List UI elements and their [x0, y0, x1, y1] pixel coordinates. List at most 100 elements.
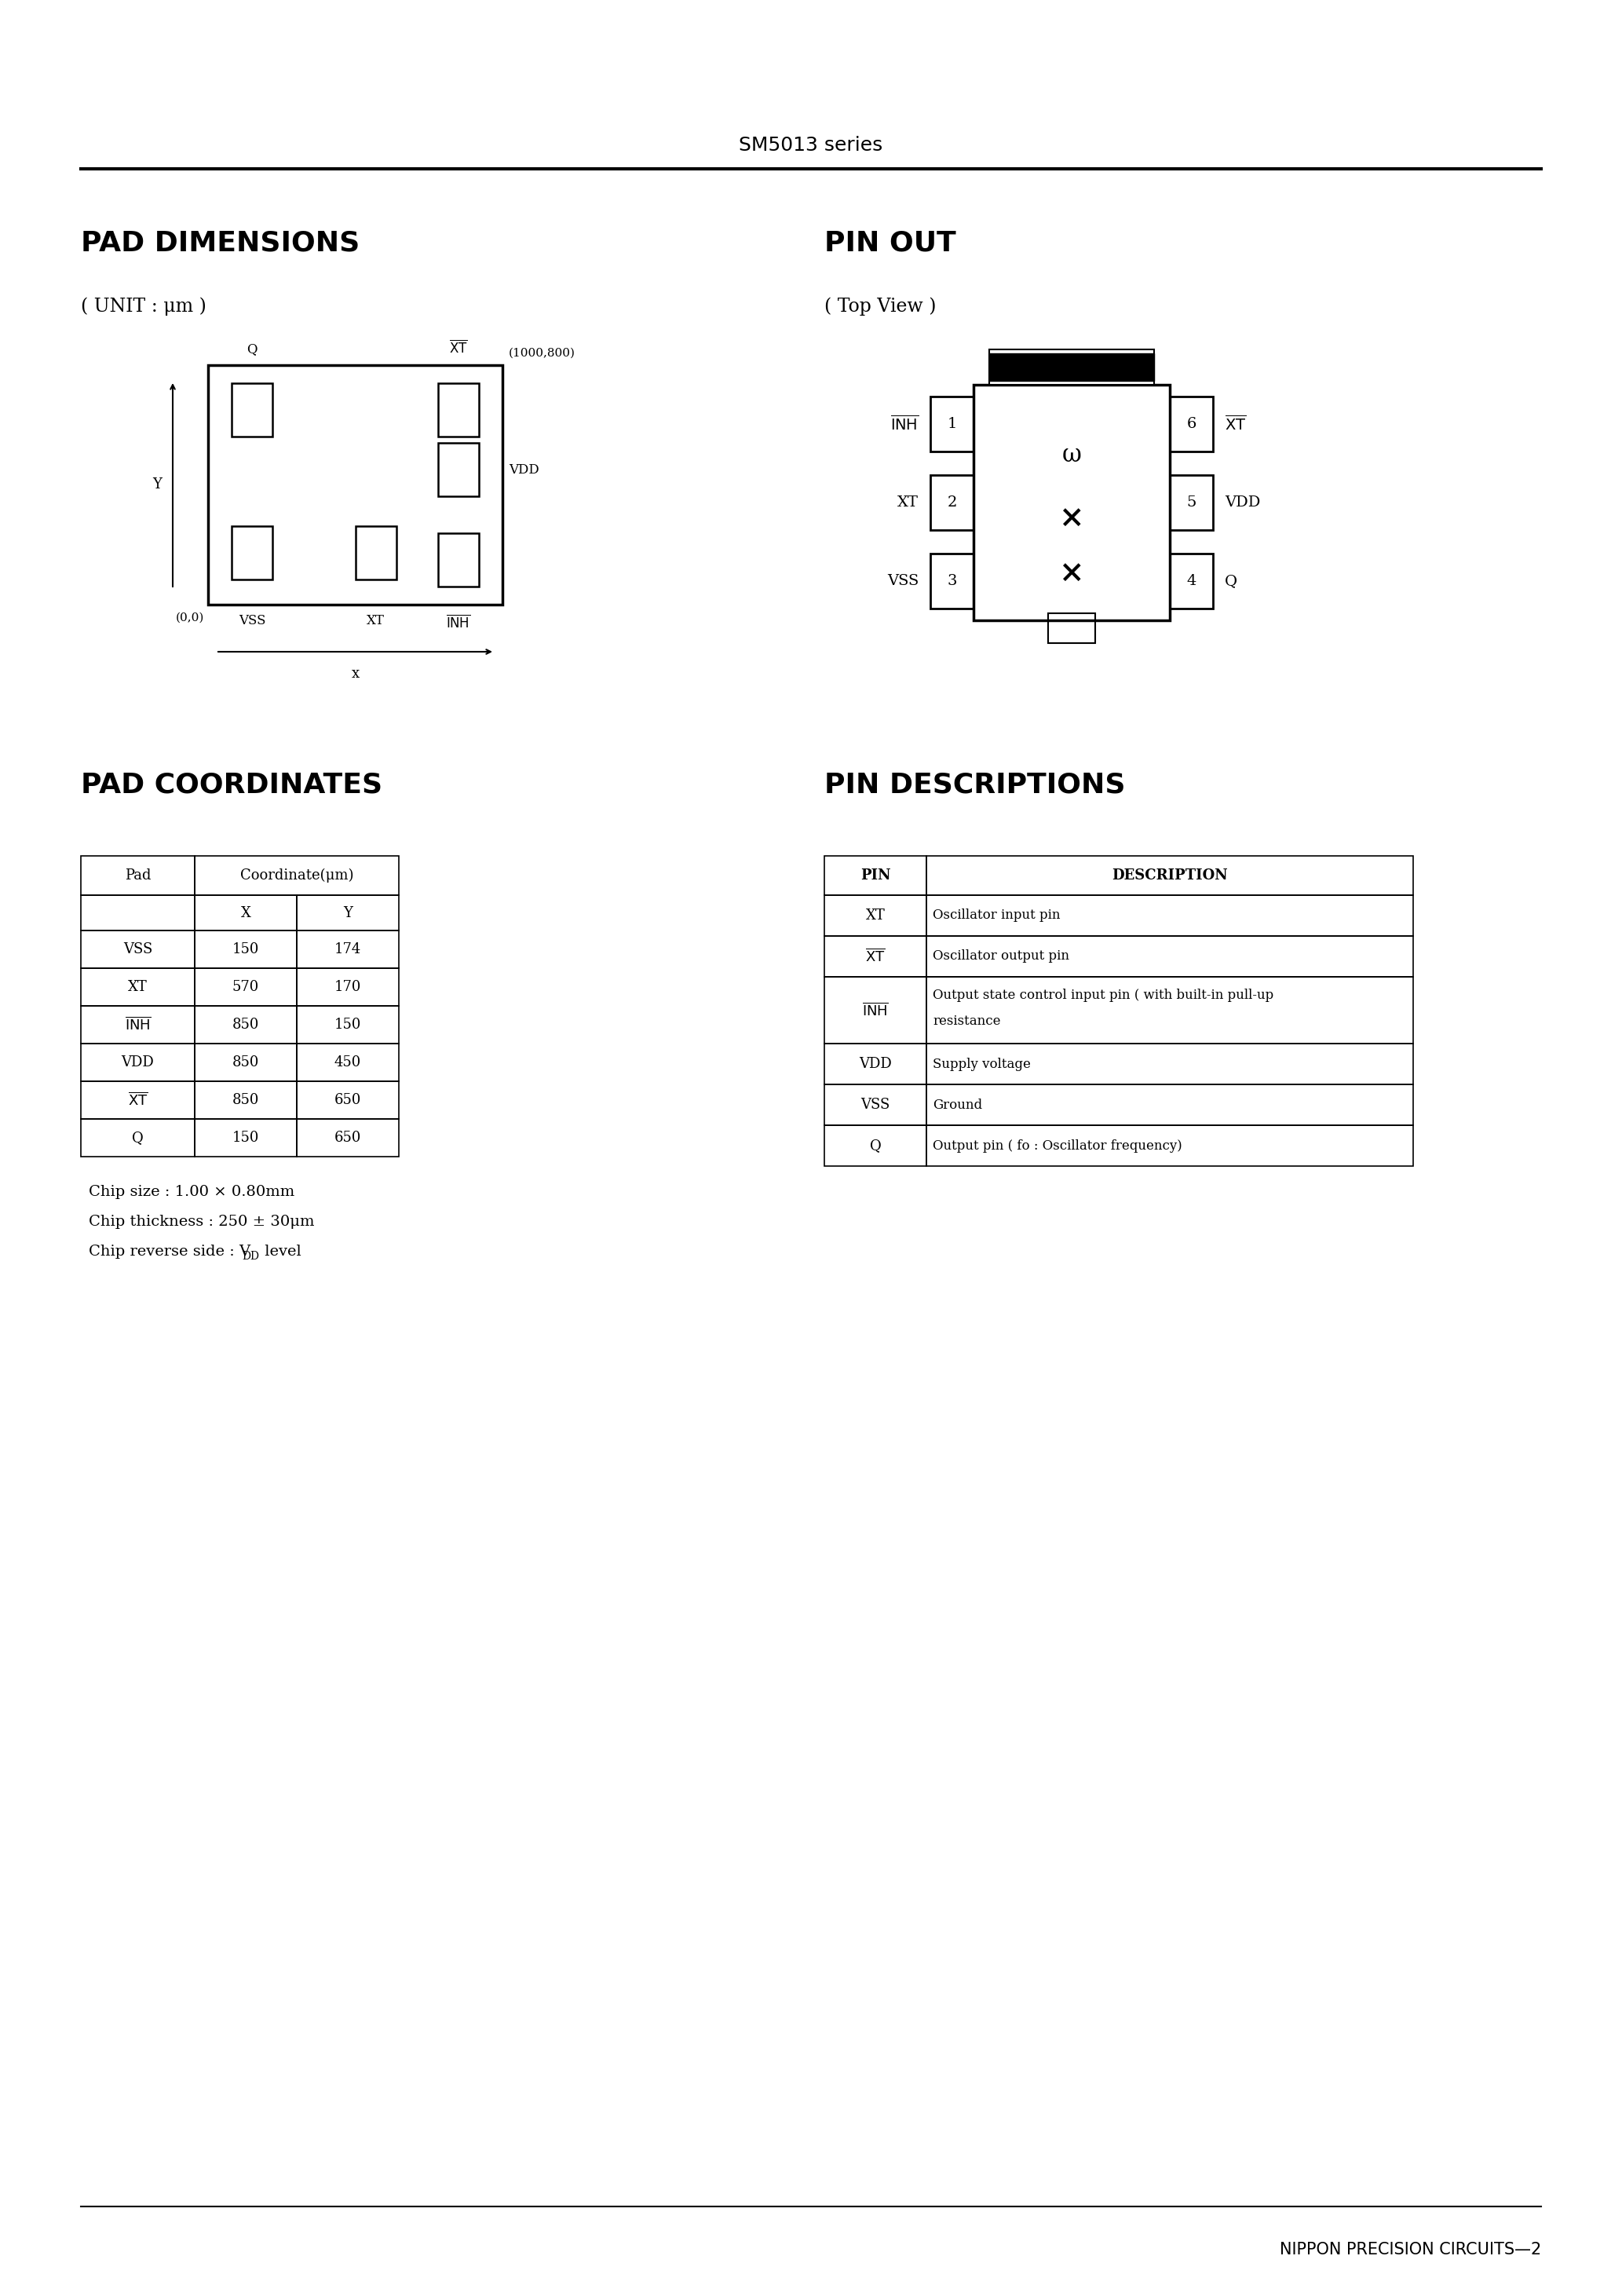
Text: PAD COORDINATES: PAD COORDINATES — [81, 771, 383, 799]
Text: ( Top View ): ( Top View ) — [824, 296, 936, 315]
Text: XT: XT — [128, 980, 148, 994]
Text: (0,0): (0,0) — [175, 613, 204, 625]
Bar — [1048, 613, 1095, 643]
Text: Coordinate(μm): Coordinate(μm) — [240, 868, 354, 882]
Text: 5: 5 — [1187, 496, 1197, 510]
Bar — [81, 1081, 195, 1118]
Bar — [824, 895, 926, 937]
Text: DESCRIPTION: DESCRIPTION — [1111, 868, 1228, 882]
Bar — [824, 976, 926, 1045]
Text: Output state control input pin ( with built-in pull-up: Output state control input pin ( with bu… — [933, 990, 1273, 1001]
Bar — [1169, 397, 1213, 452]
Text: 650: 650 — [334, 1093, 362, 1107]
Text: Q: Q — [1225, 574, 1238, 588]
Text: $\overline{\mathrm{XT}}$: $\overline{\mathrm{XT}}$ — [449, 340, 467, 356]
Bar — [297, 1006, 399, 1045]
Text: Q: Q — [131, 1130, 144, 1146]
Text: 150: 150 — [232, 1130, 260, 1146]
Text: Pad: Pad — [125, 868, 151, 882]
Text: $\overline{\mathrm{XT}}$: $\overline{\mathrm{XT}}$ — [866, 948, 886, 964]
Text: Y: Y — [152, 478, 162, 491]
Text: VDD: VDD — [509, 464, 539, 478]
Text: PIN OUT: PIN OUT — [824, 230, 955, 257]
Bar — [355, 526, 396, 579]
Text: ×: × — [1059, 558, 1085, 588]
Bar — [81, 1006, 195, 1045]
Text: Y: Y — [344, 905, 352, 921]
Text: VSS: VSS — [861, 1097, 890, 1111]
Text: $\overline{\mathrm{INH}}$: $\overline{\mathrm{INH}}$ — [863, 1001, 889, 1019]
Bar — [824, 1084, 926, 1125]
Bar — [926, 895, 1413, 937]
Bar — [297, 969, 399, 1006]
Bar — [297, 930, 399, 969]
Bar — [926, 976, 1413, 1045]
Bar — [195, 895, 297, 930]
Bar — [926, 1084, 1413, 1125]
Bar — [195, 969, 297, 1006]
Bar — [926, 937, 1413, 976]
Text: PIN DESCRIPTIONS: PIN DESCRIPTIONS — [824, 771, 1126, 799]
Text: NIPPON PRECISION CIRCUITS—2: NIPPON PRECISION CIRCUITS—2 — [1280, 2241, 1541, 2257]
Text: 170: 170 — [334, 980, 362, 994]
Text: PAD DIMENSIONS: PAD DIMENSIONS — [81, 230, 360, 257]
Text: VSS: VSS — [123, 941, 152, 957]
Text: $\overline{\mathrm{XT}}$: $\overline{\mathrm{XT}}$ — [1225, 416, 1246, 434]
Text: VDD: VDD — [122, 1056, 154, 1070]
Bar — [81, 895, 195, 930]
Bar — [81, 1118, 195, 1157]
Text: XT: XT — [897, 496, 918, 510]
Text: $\overline{\mathrm{XT}}$: $\overline{\mathrm{XT}}$ — [128, 1093, 148, 1109]
Bar — [438, 383, 478, 436]
Bar — [195, 856, 399, 895]
Text: $\overline{\mathrm{INH}}$: $\overline{\mathrm{INH}}$ — [890, 416, 918, 434]
Bar — [195, 930, 297, 969]
Text: $\overline{\mathrm{INH}}$: $\overline{\mathrm{INH}}$ — [446, 613, 470, 631]
Bar — [438, 443, 478, 496]
Text: Oscillator output pin: Oscillator output pin — [933, 951, 1069, 962]
Bar — [297, 1045, 399, 1081]
Text: SM5013 series: SM5013 series — [740, 135, 882, 154]
Text: 6: 6 — [1187, 418, 1197, 432]
Bar — [931, 553, 973, 608]
Bar — [208, 365, 503, 604]
Bar — [824, 1125, 926, 1166]
Bar — [989, 349, 1155, 386]
Text: Chip reverse side : V: Chip reverse side : V — [89, 1244, 250, 1258]
Bar — [297, 895, 399, 930]
Text: $\overline{\mathrm{INH}}$: $\overline{\mathrm{INH}}$ — [125, 1017, 151, 1033]
Text: VDD: VDD — [1225, 496, 1260, 510]
Bar — [824, 937, 926, 976]
Text: 150: 150 — [334, 1017, 362, 1031]
Text: ( UNIT : μm ): ( UNIT : μm ) — [81, 296, 206, 315]
Bar — [973, 386, 1169, 620]
Bar — [931, 475, 973, 530]
Text: level: level — [260, 1244, 302, 1258]
Text: Supply voltage: Supply voltage — [933, 1056, 1030, 1070]
Bar — [824, 1045, 926, 1084]
Bar — [438, 533, 478, 585]
Text: 570: 570 — [232, 980, 260, 994]
Text: XT: XT — [866, 909, 886, 923]
Text: ×: × — [1059, 503, 1085, 533]
Text: Ground: Ground — [933, 1097, 983, 1111]
Text: 3: 3 — [947, 574, 957, 588]
Bar — [297, 1118, 399, 1157]
Text: 850: 850 — [232, 1093, 260, 1107]
Bar — [81, 969, 195, 1006]
Text: Q: Q — [869, 1139, 881, 1153]
Text: (1000,800): (1000,800) — [509, 349, 576, 358]
Bar — [195, 1118, 297, 1157]
Text: Chip size : 1.00 × 0.80mm: Chip size : 1.00 × 0.80mm — [89, 1185, 295, 1199]
Text: 1: 1 — [947, 418, 957, 432]
Text: VDD: VDD — [860, 1056, 892, 1070]
Bar — [926, 856, 1413, 895]
Text: X: X — [240, 905, 251, 921]
Text: 150: 150 — [232, 941, 260, 957]
Bar — [232, 383, 272, 436]
Bar — [232, 526, 272, 579]
Bar — [926, 1125, 1413, 1166]
Text: Output pin ( fo : Oscillator frequency): Output pin ( fo : Oscillator frequency) — [933, 1139, 1182, 1153]
Text: VSS: VSS — [887, 574, 918, 588]
Text: 174: 174 — [334, 941, 362, 957]
